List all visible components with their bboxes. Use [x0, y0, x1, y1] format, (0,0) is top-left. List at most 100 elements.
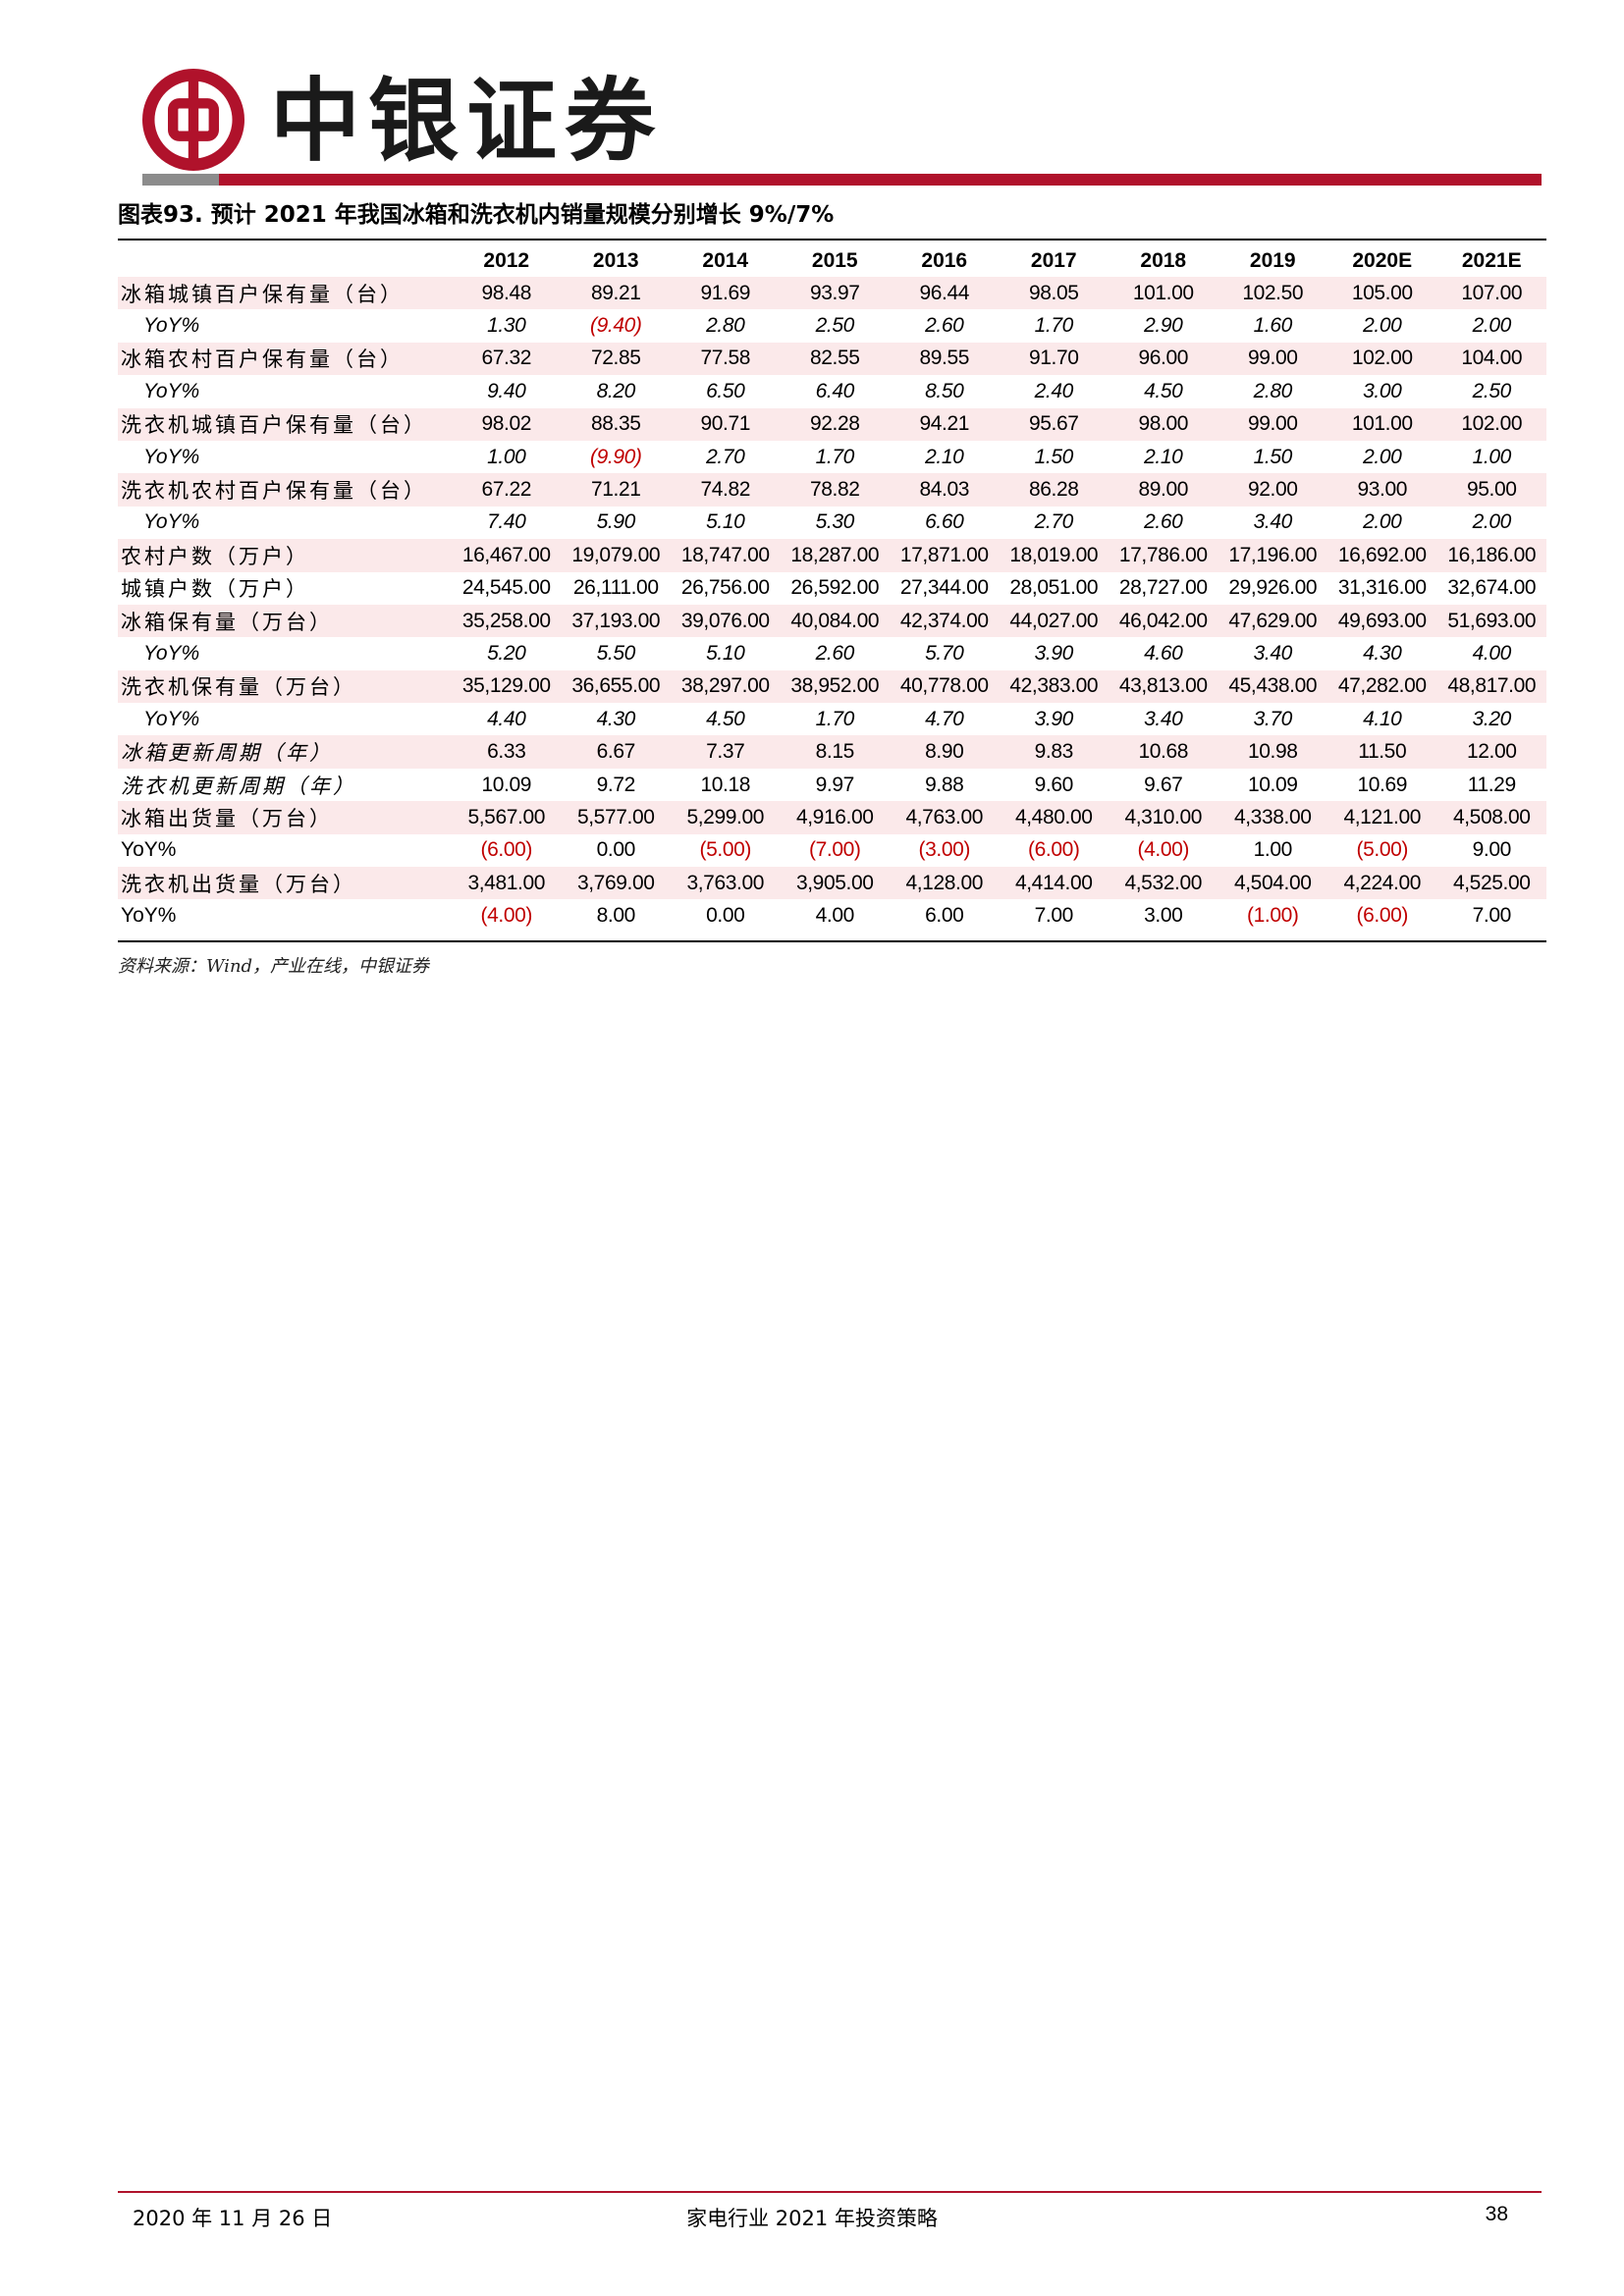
value-cell: 3.40	[1253, 641, 1293, 665]
value-cell: 9.60	[1034, 773, 1074, 796]
value-cell: 4.10	[1363, 707, 1402, 730]
value-cell: 3.90	[1034, 641, 1074, 665]
row-label: YoY%	[143, 445, 200, 468]
value-cell: 89.55	[890, 342, 1000, 376]
value-cell: 91.69	[671, 277, 781, 310]
value-cell: 6.33	[452, 735, 562, 769]
data-table-wrapper: 2012 2013 2014 2015 2016 2017 2018 2019 2020E 202…	[118, 245, 1546, 933]
value-cell: 6.60	[925, 510, 964, 534]
value-cell: (6.00)	[480, 838, 533, 862]
value-cell: 0.00	[706, 904, 745, 928]
row-label: 城镇户数（万户）	[121, 577, 309, 602]
row-label: YoY%	[121, 904, 177, 928]
value-cell: 2.00	[1472, 510, 1512, 534]
value-cell: 10.68	[1109, 735, 1218, 769]
row-label: 冰箱保有量（万台）	[118, 604, 452, 638]
value-cell: (5.00)	[699, 838, 752, 862]
value-cell: (9.40)	[590, 314, 642, 338]
row-label: YoY%	[143, 510, 200, 534]
value-cell: 51,693.00	[1436, 604, 1546, 638]
value-cell: 4.30	[596, 707, 636, 730]
value-cell: 4.50	[706, 707, 745, 730]
value-cell: 5.10	[706, 510, 745, 534]
row-label: 洗衣机农村百户保有量（台）	[118, 473, 452, 507]
metric-row: 洗衣机出货量（万台） 3,481.00 3,769.00 3,763.00 3,905.…	[118, 867, 1546, 900]
value-cell: 4.70	[925, 707, 964, 730]
value-cell: 102.00	[1436, 407, 1546, 441]
row-label: YoY%	[143, 641, 200, 665]
value-cell: 5,299.00	[671, 801, 781, 834]
value-cell: 4,508.00	[1436, 801, 1546, 834]
caption-rule	[118, 239, 1546, 240]
value-cell: 2.90	[1144, 314, 1183, 338]
value-cell: 10.98	[1218, 735, 1327, 769]
value-cell: 9.40	[487, 379, 526, 402]
row-label: 冰箱出货量（万台）	[118, 801, 452, 834]
yoy-row: YoY% (6.00) 0.00 (5.00) (7.00) (3.00) (6.00) (4…	[118, 834, 1546, 867]
value-cell: 19,079.00	[561, 539, 671, 572]
value-cell: 7.40	[487, 510, 526, 534]
value-cell: 4,310.00	[1109, 801, 1218, 834]
value-cell: 4,763.00	[890, 801, 1000, 834]
metric-row: 冰箱城镇百户保有量（台） 98.48 89.21 91.69 93.97 96.44 98.…	[118, 277, 1546, 310]
row-label: YoY%	[143, 707, 200, 730]
page-number: 38	[1485, 2203, 1508, 2225]
value-cell: 3,769.00	[561, 867, 671, 900]
metric-row: 洗衣机城镇百户保有量（台） 98.02 88.35 90.71 92.28 94.21 95…	[118, 407, 1546, 441]
yoy-row: YoY% 4.40 4.30 4.50 1.70 4.70 3.90 3.40 3.70 4.10…	[118, 703, 1546, 735]
value-cell: 44,027.00	[999, 604, 1109, 638]
value-cell: 10.69	[1357, 773, 1408, 796]
value-cell: 28,051.00	[1009, 576, 1099, 600]
value-cell: 26,111.00	[572, 576, 659, 600]
value-cell: 7.00	[1472, 904, 1512, 928]
value-cell: 1.50	[1034, 445, 1074, 468]
value-cell: 6.50	[706, 379, 745, 402]
page-header: 中银证券	[142, 59, 1537, 187]
value-cell: 5.10	[706, 641, 745, 665]
metric-row: 冰箱农村百户保有量（台） 67.32 72.85 77.58 82.55 89.55 91.…	[118, 342, 1546, 376]
value-cell: 95.00	[1436, 473, 1546, 507]
metric-row: 洗衣机更新周期（年） 10.09 9.72 10.18 9.97 9.88 9.60 9.67…	[118, 769, 1546, 801]
value-cell: (4.00)	[1137, 838, 1190, 862]
value-cell: 3,905.00	[780, 867, 890, 900]
value-cell: 18,747.00	[671, 539, 781, 572]
value-cell: 89.21	[561, 277, 671, 310]
value-cell: 8.90	[890, 735, 1000, 769]
value-cell: 40,084.00	[780, 604, 890, 638]
row-label: 冰箱城镇百户保有量（台）	[118, 277, 452, 310]
value-cell: 32,674.00	[1447, 576, 1537, 600]
value-cell: 4.60	[1144, 641, 1183, 665]
value-cell: 4,532.00	[1109, 867, 1218, 900]
value-cell: (4.00)	[480, 904, 533, 928]
metric-row: 冰箱保有量（万台） 35,258.00 37,193.00 39,076.00 40,0…	[118, 604, 1546, 638]
value-cell: 2.00	[1472, 314, 1512, 338]
year-header: 2016	[921, 249, 968, 272]
metric-row: 洗衣机农村百户保有量（台） 67.22 71.21 74.82 78.82 84.03 86…	[118, 473, 1546, 507]
value-cell: 4.00	[1472, 641, 1512, 665]
data-table: 2012 2013 2014 2015 2016 2017 2018 2019 2020E 202…	[118, 245, 1546, 933]
year-header: 2021E	[1461, 249, 1522, 272]
value-cell: 16,692.00	[1327, 539, 1437, 572]
value-cell: 4,224.00	[1327, 867, 1437, 900]
value-cell: 2.10	[925, 445, 964, 468]
value-cell: 48,817.00	[1436, 669, 1546, 704]
value-cell: 1.30	[487, 314, 526, 338]
value-cell: 16,186.00	[1436, 539, 1546, 572]
value-cell: 93.00	[1327, 473, 1437, 507]
value-cell: 4,338.00	[1218, 801, 1327, 834]
value-cell: 2.50	[1472, 379, 1512, 402]
header-label-cell	[118, 245, 452, 277]
value-cell: 42,374.00	[890, 604, 1000, 638]
value-cell: 5.20	[487, 641, 526, 665]
year-header: 2018	[1140, 249, 1187, 272]
row-label: 洗衣机出货量（万台）	[118, 867, 452, 900]
row-label: YoY%	[121, 838, 177, 862]
value-cell: 1.70	[815, 707, 855, 730]
value-cell: 28,727.00	[1118, 576, 1208, 600]
value-cell: 37,193.00	[561, 604, 671, 638]
value-cell: 9.83	[999, 735, 1109, 769]
value-cell: 1.00	[487, 445, 526, 468]
value-cell: 9.67	[1144, 773, 1183, 796]
table-bottom-rule	[118, 940, 1546, 942]
value-cell: 8.20	[596, 379, 636, 402]
